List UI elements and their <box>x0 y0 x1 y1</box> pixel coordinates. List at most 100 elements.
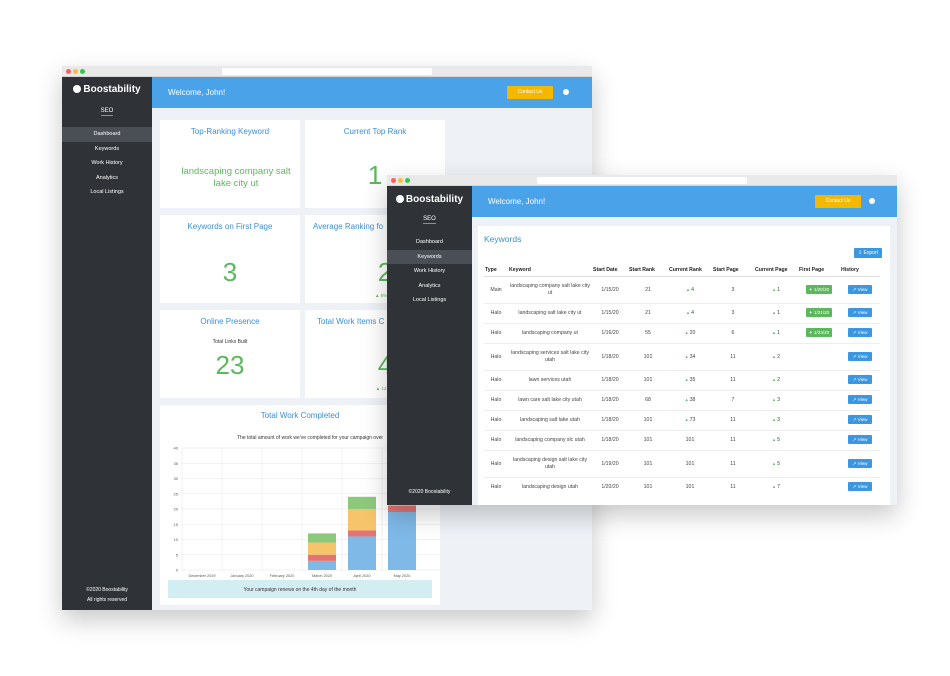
column-header[interactable]: History <box>840 264 880 277</box>
view-button[interactable]: View <box>848 284 872 294</box>
x-tick-label: December 2019 <box>188 574 215 578</box>
cell: lawn services utah <box>508 370 592 391</box>
title-bar <box>387 175 897 186</box>
column-header[interactable]: First Page <box>798 264 840 277</box>
cell: View <box>840 410 880 431</box>
x-tick-label: March 2020 <box>312 574 332 578</box>
cell: View <box>840 370 880 391</box>
cell: View <box>840 477 880 498</box>
cell: 101 <box>628 430 668 451</box>
view-button[interactable]: View <box>848 458 872 468</box>
cell: 1/18/20 <box>592 370 628 391</box>
cell: View <box>840 343 880 371</box>
cell: View <box>840 430 880 451</box>
cell: 11 <box>712 477 754 498</box>
menu-item[interactable]: Work History <box>91 160 123 166</box>
column-header[interactable]: Current Rank <box>668 264 712 277</box>
cell: 1/20/20 <box>592 477 628 498</box>
cell: landscaping design utah <box>508 477 592 498</box>
menu-item[interactable]: Keywords <box>387 249 472 264</box>
y-tick-label: 10 <box>174 537 179 542</box>
bar-segment <box>348 536 376 570</box>
cell: Halo <box>484 450 508 478</box>
logo: Boostability <box>387 194 472 205</box>
view-button[interactable]: View <box>848 395 872 405</box>
cell: 11 <box>712 343 754 371</box>
column-header[interactable]: Current Page <box>754 264 798 277</box>
menu-item[interactable]: Analytics <box>95 174 118 181</box>
bar-segment <box>308 542 336 555</box>
menu-item[interactable]: Work History <box>413 268 446 274</box>
cell: View <box>840 303 880 324</box>
view-button[interactable]: View <box>848 328 872 338</box>
menu-item[interactable]: Keywords <box>94 145 120 152</box>
title-bar <box>62 66 592 77</box>
menu-item[interactable]: Dashboard <box>416 239 443 245</box>
y-tick-label: 20 <box>174 507 179 512</box>
view-button[interactable]: View <box>848 351 872 361</box>
banner: Your campaign renews on the 4th day of t… <box>244 587 357 593</box>
card-title: Average Ranking fo <box>313 222 384 231</box>
section: SEO <box>62 108 152 116</box>
cell: Halo <box>484 477 508 498</box>
cell: 3 <box>754 410 798 431</box>
export-button[interactable]: Export <box>853 248 882 258</box>
table-body: Main landscaping company salt lake city u… <box>484 275 880 498</box>
column-header[interactable]: Start Page <box>712 264 754 277</box>
menu-item[interactable]: Dashboard <box>62 127 152 142</box>
cell: 4 <box>668 303 712 324</box>
card-title: Online Presence <box>200 317 260 326</box>
view-button[interactable]: View <box>848 415 872 425</box>
menu-item[interactable]: Local Listings <box>90 189 124 195</box>
x-tick-label: April 2020 <box>353 574 370 578</box>
menu-item[interactable]: Analytics <box>418 282 441 289</box>
cell: 1/21/20 <box>798 303 840 324</box>
cell <box>798 410 840 431</box>
cell: landscaping company slc utah <box>508 430 592 451</box>
cell: 21 <box>628 303 668 324</box>
cell: landscaping salt lake utah <box>508 410 592 431</box>
cell: landscaping company ut <box>508 323 592 344</box>
contact-button[interactable]: Contact Us <box>507 86 553 99</box>
table-row: Halo landscaping design utah 1/20/20 101 101… <box>484 477 880 498</box>
cell: 1/15/20 <box>592 275 628 304</box>
user-menu[interactable] <box>869 198 875 204</box>
table-row: Halo landscaping salt lake city ut 1/15/20… <box>484 303 880 324</box>
table-row: Halo lawn care salt lake city utah 1/18/20… <box>484 390 880 411</box>
view-button[interactable]: View <box>848 308 872 318</box>
column-header[interactable]: Type <box>484 264 508 277</box>
view-button[interactable]: View <box>848 435 872 445</box>
cell: 5 <box>754 450 798 478</box>
bar-segment <box>348 530 376 537</box>
card: Top-Ranking Keyword landscaping company … <box>160 120 300 208</box>
cell: 101 <box>628 450 668 478</box>
view-button[interactable]: View <box>848 482 872 492</box>
bar-segment <box>388 505 416 513</box>
column-header[interactable]: Start Date <box>592 264 628 277</box>
x-tick-label: February 2020 <box>270 574 295 578</box>
welcome: Welcome, John! <box>168 88 226 97</box>
bar-segment <box>388 512 416 570</box>
cell: lawn care salt lake city utah <box>508 390 592 411</box>
cell: 1/15/20 <box>592 303 628 324</box>
column-header[interactable]: Start Rank <box>628 264 668 277</box>
cell: 11 <box>712 410 754 431</box>
menu-item[interactable]: Local Listings <box>412 297 447 303</box>
section: SEO <box>387 216 472 224</box>
y-tick-label: 40 <box>174 446 179 451</box>
column-header[interactable]: Keyword <box>508 264 592 277</box>
cell: Halo <box>484 343 508 371</box>
card-subtitle: Total Links Built <box>212 339 248 345</box>
table-row: Halo landscaping salt lake utah 1/18/20 101… <box>484 410 880 431</box>
cell: 34 <box>668 343 712 371</box>
card: Online Presence Total Links Built 23 <box>160 310 300 398</box>
cell: 101 <box>668 477 712 498</box>
cell: 101 <box>668 450 712 478</box>
cell: 1 <box>754 303 798 324</box>
user-menu[interactable] <box>563 89 569 95</box>
table-row: Halo landscaping services salt lake city … <box>484 343 880 371</box>
view-button[interactable]: View <box>848 375 872 385</box>
contact-button[interactable]: Contact Us <box>815 195 861 208</box>
